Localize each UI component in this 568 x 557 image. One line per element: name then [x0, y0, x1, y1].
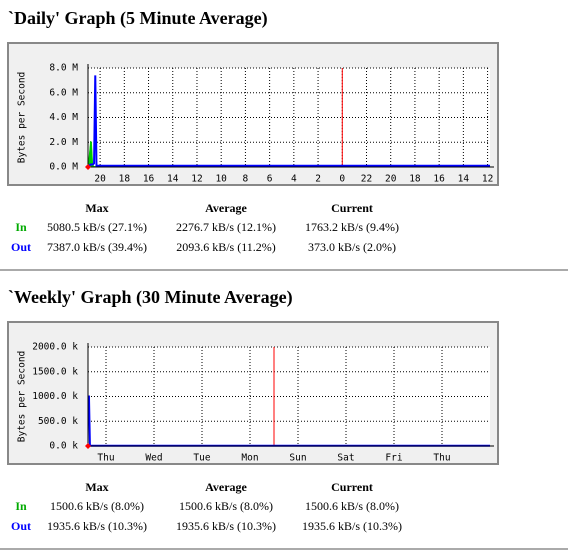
y-tick-label: 0.0 M [49, 162, 78, 173]
chart-title: `Daily' Graph (5 Minute Average) [8, 8, 268, 29]
y-tick-label: 6.0 M [49, 87, 78, 98]
y-axis-label: Bytes per Second [17, 72, 28, 164]
y-tick-label: 4.0 M [49, 112, 78, 123]
x-tick-label: 14 [167, 174, 179, 185]
x-tick-label: 14 [458, 174, 470, 185]
x-tick-label: 6 [267, 174, 273, 185]
x-tick-label: 22 [361, 174, 372, 185]
stat-cell: 1500.6 kB/s (8.0%) [50, 499, 144, 513]
stat-cell: 1763.2 kB/s (9.4%) [305, 220, 399, 234]
y-tick-label: 2.0 M [49, 137, 78, 148]
x-tick-label: 10 [215, 174, 227, 185]
x-tick-label: 16 [143, 174, 155, 185]
y-tick-label: 1000.0 k [32, 391, 78, 402]
x-tick-label: 2 [315, 174, 321, 185]
x-tick-label: Tue [193, 453, 210, 464]
y-tick-label: 2000.0 k [32, 342, 78, 353]
x-tick-label: 4 [291, 174, 297, 185]
stat-cell: 1500.6 kB/s (8.0%) [305, 499, 399, 513]
x-tick-label: Sat [337, 453, 354, 464]
origin-arrow [85, 164, 91, 170]
y-tick-label: 8.0 M [49, 63, 78, 74]
x-tick-label: Fri [385, 453, 402, 464]
column-header: Max [85, 480, 108, 494]
x-tick-label: Thu [433, 453, 450, 464]
row-label: Out [11, 519, 31, 533]
column-header: Average [205, 201, 247, 215]
y-tick-label: 500.0 k [38, 416, 78, 427]
line [87, 75, 490, 168]
y-tick-label: 1500.0 k [32, 366, 78, 377]
x-tick-label: 12 [191, 174, 202, 185]
column-header: Average [205, 480, 247, 494]
x-tick-label: 8 [243, 174, 249, 185]
x-tick-label: 18 [409, 174, 421, 185]
stat-cell: 373.0 kB/s (2.0%) [308, 240, 396, 254]
y-tick-label: 0.0 k [49, 441, 78, 452]
x-tick-label: Mon [241, 453, 258, 464]
x-tick-label: 0 [339, 174, 345, 185]
origin-arrow [85, 443, 91, 449]
column-header: Current [331, 480, 373, 494]
stat-cell: 1935.6 kB/s (10.3%) [176, 519, 276, 533]
row-label: In [15, 499, 27, 513]
stat-cell: 2093.6 kB/s (11.2%) [176, 240, 276, 254]
stat-cell: 2276.7 kB/s (12.1%) [176, 220, 276, 234]
x-tick-label: 12 [482, 174, 493, 185]
x-tick-label: Wed [145, 453, 162, 464]
column-header: Max [85, 201, 108, 215]
row-label: In [15, 220, 27, 234]
stat-cell: 5080.5 kB/s (27.1%) [47, 220, 147, 234]
stat-cell: 1935.6 kB/s (10.3%) [302, 519, 402, 533]
x-tick-label: 20 [385, 174, 397, 185]
x-tick-label: 18 [119, 174, 131, 185]
x-tick-label: Thu [97, 453, 114, 464]
x-tick-label: Sun [289, 453, 306, 464]
x-tick-label: 20 [94, 174, 106, 185]
stat-cell: 7387.0 kB/s (39.4%) [47, 240, 147, 254]
chart-title: `Weekly' Graph (30 Minute Average) [8, 287, 293, 308]
column-header: Current [331, 201, 373, 215]
stat-cell: 1935.6 kB/s (10.3%) [47, 519, 147, 533]
x-tick-label: 16 [433, 174, 445, 185]
row-label: Out [11, 240, 31, 254]
y-axis-label: Bytes per Second [17, 351, 28, 443]
stat-cell: 1500.6 kB/s (8.0%) [179, 499, 273, 513]
